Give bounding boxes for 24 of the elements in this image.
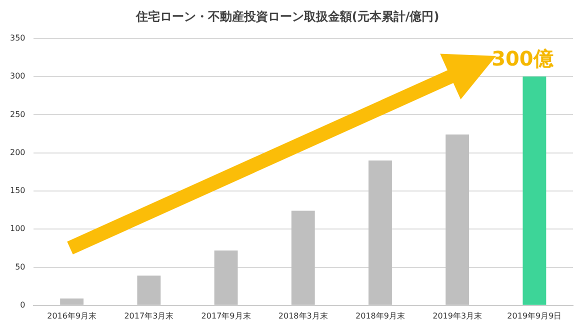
annotation: 300億 (492, 46, 554, 71)
x-tick-label: 2019年3月末 (432, 311, 482, 320)
x-tick-label: 2017年3月末 (124, 311, 174, 320)
y-tick-label: 200 (10, 148, 26, 157)
bar (214, 250, 238, 305)
y-tick-label: 150 (10, 186, 26, 196)
x-tick-label: 2016年9月末 (47, 311, 97, 320)
y-tick-label: 100 (10, 224, 26, 234)
bar (137, 276, 161, 305)
y-tick-label: 50 (15, 262, 26, 272)
y-tick-label: 250 (10, 110, 26, 119)
y-tick-label: 300 (10, 72, 26, 81)
bar (368, 160, 392, 305)
chart-title: 住宅ローン・不動産投資ローン取扱金額(元本累計/億円) (134, 9, 440, 24)
bar (60, 298, 84, 305)
x-tick-label: 2018年9月末 (356, 311, 405, 320)
x-tick-label: 2019年9月9日 (507, 311, 562, 320)
y-tick-label: 350 (10, 33, 26, 42)
bar (522, 76, 546, 305)
x-tick-label: 2017年9月末 (201, 311, 251, 320)
bar (446, 134, 470, 305)
x-tick-label: 2018年3月末 (278, 311, 328, 320)
y-tick-label: 0 (20, 300, 26, 310)
bar (291, 210, 315, 305)
